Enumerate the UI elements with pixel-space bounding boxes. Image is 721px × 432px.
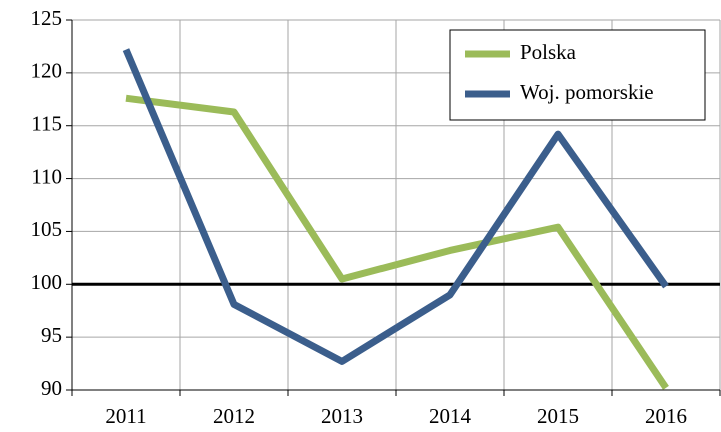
x-tick-label: 2014 bbox=[429, 404, 472, 428]
y-tick-label: 120 bbox=[31, 59, 63, 83]
data-line bbox=[122, 48, 669, 365]
x-tick-label: 2013 bbox=[321, 404, 363, 428]
x-tick-label: 2012 bbox=[213, 404, 255, 428]
data-line bbox=[125, 94, 669, 390]
y-tick-label: 105 bbox=[31, 217, 63, 241]
x-tick-label: 2016 bbox=[645, 404, 687, 428]
y-tick-label: 90 bbox=[41, 376, 62, 400]
y-tick-label: 100 bbox=[31, 270, 63, 294]
legend-box bbox=[449, 29, 706, 121]
legend: Polska Woj. pomorskie bbox=[449, 29, 706, 121]
y-tick-label: 95 bbox=[41, 323, 62, 347]
y-tick-label: 125 bbox=[31, 6, 63, 30]
legend-label: Polska bbox=[520, 40, 577, 64]
legend-label: Woj. pomorskie bbox=[520, 80, 654, 104]
y-tick-label: 110 bbox=[31, 164, 62, 188]
x-tick-label: 2011 bbox=[105, 404, 146, 428]
x-tick-label: 2015 bbox=[537, 404, 579, 428]
y-tick-label: 115 bbox=[31, 112, 62, 136]
